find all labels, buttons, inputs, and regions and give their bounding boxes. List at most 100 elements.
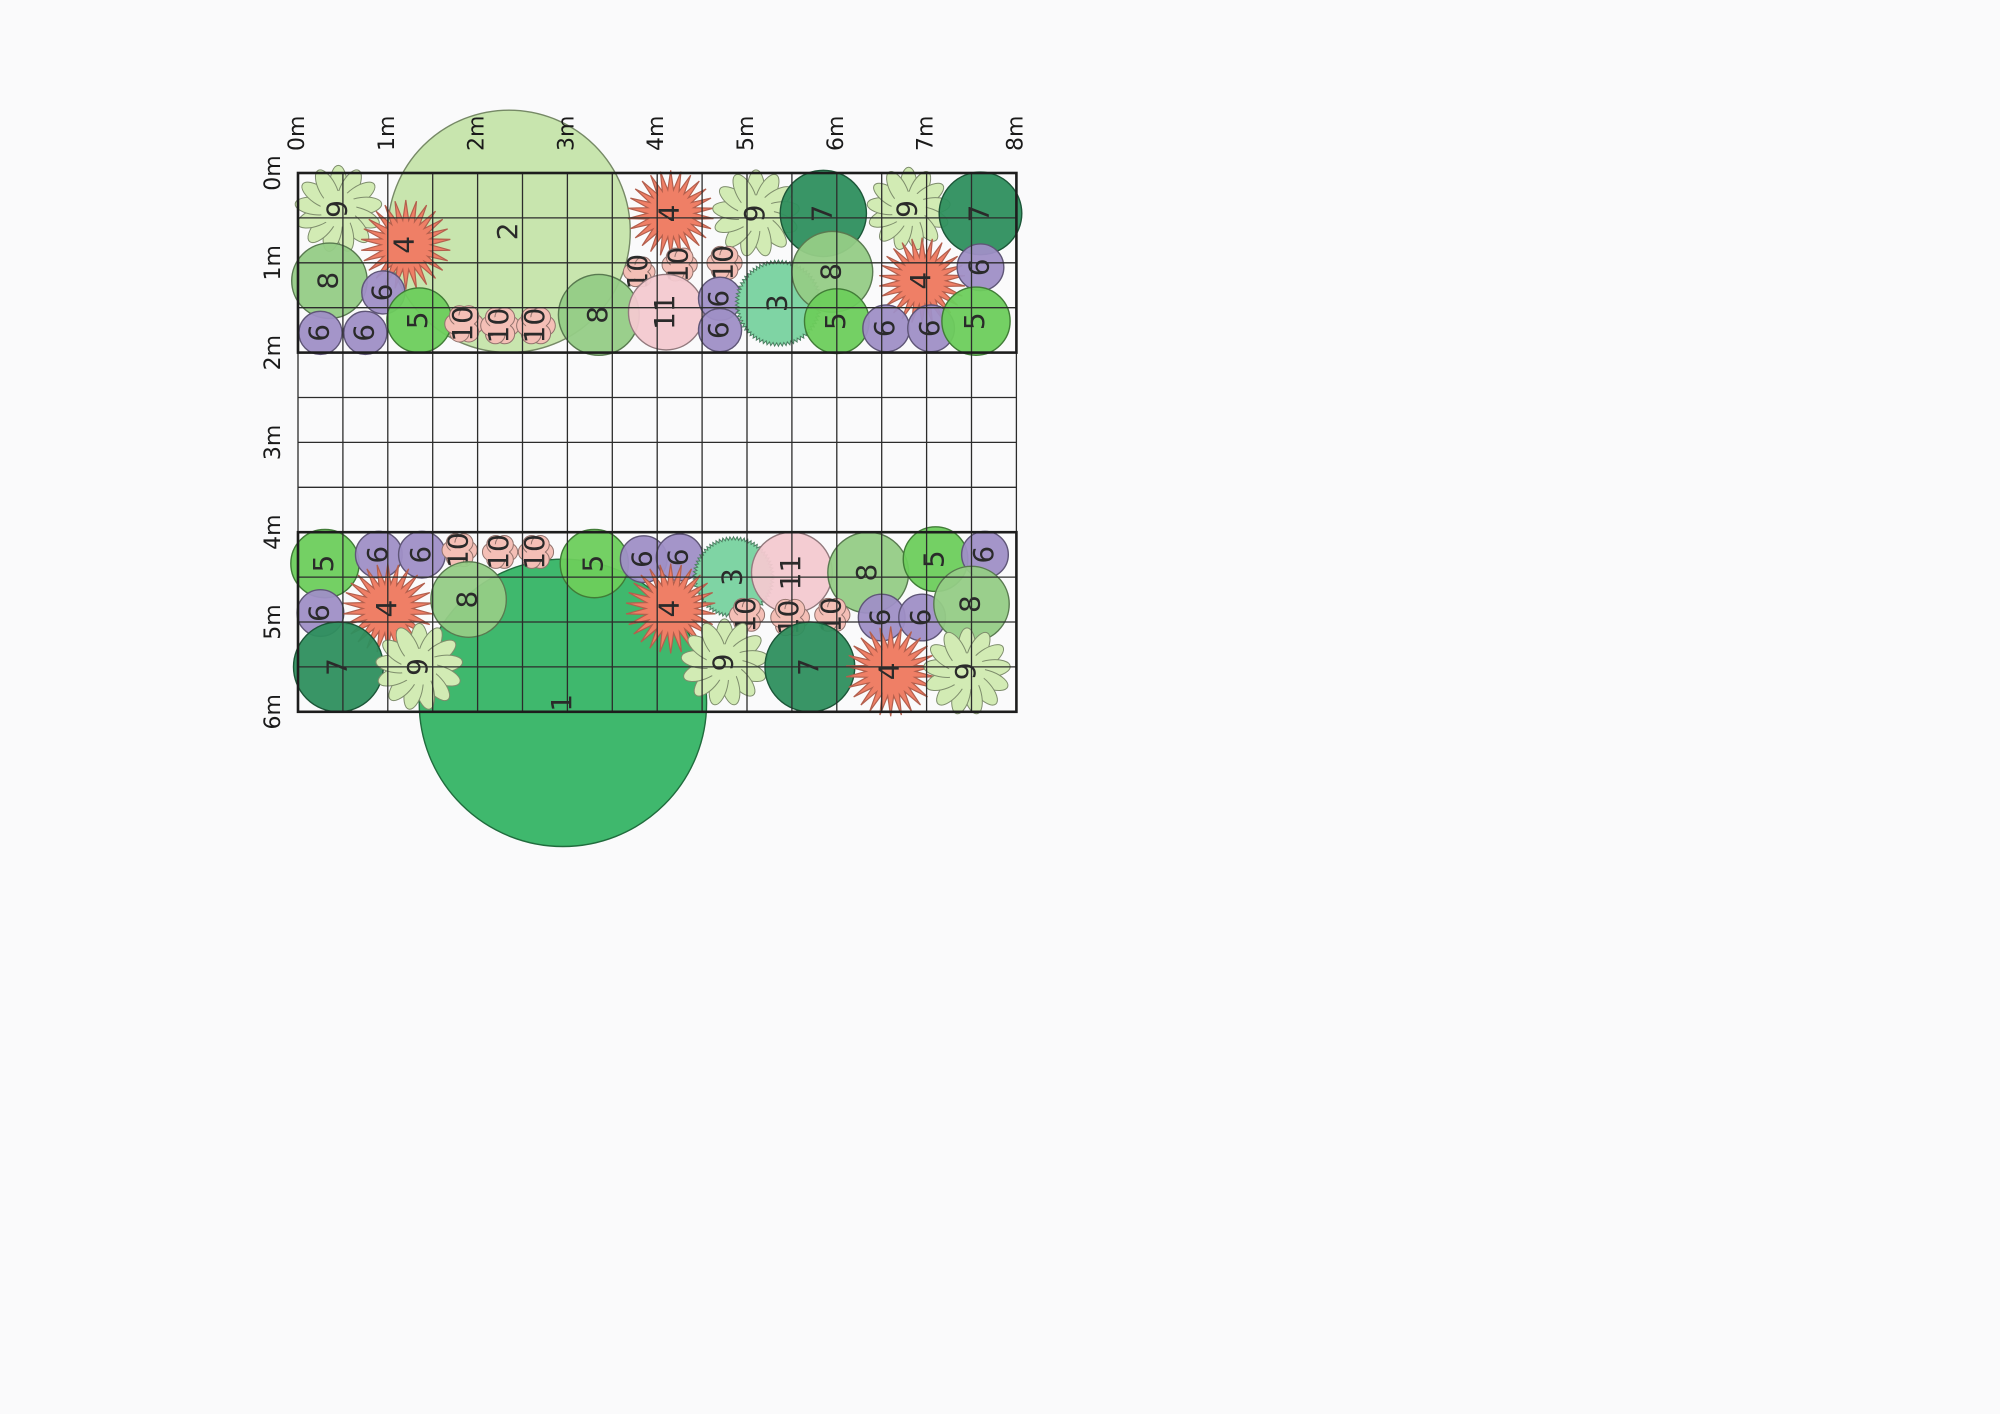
plant-center [631, 263, 648, 280]
plant-number: 6 [347, 324, 380, 342]
plant-number: 5 [307, 555, 340, 573]
plant-number: 6 [967, 546, 1000, 564]
plant-number: 5 [401, 311, 434, 329]
plant-center [450, 541, 469, 560]
y-axis-tick-label: 3m [261, 425, 286, 460]
plant-number: 6 [702, 290, 735, 308]
plant-center [948, 653, 986, 690]
plant-flower-10: 10 [621, 254, 656, 290]
grid-layer [296, 171, 1018, 714]
plant-number: 6 [626, 550, 659, 568]
plant-number: 6 [864, 609, 897, 627]
plant-number: 10 [446, 306, 479, 342]
upper-bed-border [296, 171, 1018, 354]
labels-layer: 0m 1m 2m 3m 4m 5m 6m 7m 8m 0m 1m 2m 3m 4m 5m 6m [261, 116, 1028, 730]
plant-spiky-4: 4 [845, 626, 936, 717]
y-axis-tick-label: 2m [261, 335, 286, 370]
x-axis-tick-label: 6m [824, 116, 849, 151]
plant-round-7: 7 [938, 171, 1023, 256]
plant-spiky-4: 4 [361, 199, 451, 290]
plant-number: 6 [868, 319, 901, 337]
plant-center [526, 542, 545, 561]
plant-number: 5 [958, 312, 991, 330]
plant-round-5: 5 [386, 287, 453, 354]
plant-number: 10 [482, 534, 515, 570]
plant-number: 6 [302, 604, 335, 622]
x-axis-tick-label: 2m [465, 116, 490, 151]
plant-number: 9 [891, 200, 924, 218]
plant-flower-10: 10 [444, 305, 484, 343]
plant-number: 8 [814, 263, 847, 281]
plant-center [670, 255, 689, 274]
plant-round-6: 6 [697, 307, 743, 353]
plant-number: 10 [482, 308, 515, 344]
plant-round-6: 6 [397, 530, 446, 579]
plant-number: 8 [581, 306, 614, 324]
plant-shape [941, 286, 1011, 356]
x-axis-tick-label: 4m [644, 116, 669, 151]
lower-bed-border [296, 530, 1018, 714]
plant-number: 8 [850, 564, 883, 582]
y-axis-tick-label: 4m [261, 514, 286, 549]
plant-number: 6 [404, 546, 437, 564]
plant-number: 5 [918, 550, 951, 568]
plant-number: 8 [451, 591, 484, 609]
plant-center [526, 315, 546, 336]
plant-round-6: 6 [956, 243, 1005, 292]
plant-round-5: 5 [559, 528, 630, 599]
plant-number: 10 [518, 308, 551, 344]
plant-number: 6 [962, 258, 995, 276]
plant-number: 6 [913, 319, 946, 337]
plant-round-6: 6 [862, 304, 911, 353]
plant-center [454, 313, 475, 334]
plant-number: 11 [774, 555, 807, 591]
plant-number: 6 [702, 321, 735, 339]
plant-round-6: 6 [343, 310, 388, 356]
plant-round-6: 6 [619, 535, 668, 584]
plant-round-11: 11 [627, 273, 705, 351]
plant-number: 5 [819, 312, 852, 330]
plant-number: 6 [904, 609, 937, 627]
plant-round-8: 8 [430, 561, 508, 638]
y-axis-tick-label: 0m [261, 155, 286, 190]
plant-center [491, 542, 510, 561]
plant-shape [430, 561, 508, 638]
plant-flower-10: 10 [517, 534, 555, 570]
plant-number: 2 [491, 222, 524, 240]
plant-number: 5 [576, 555, 609, 573]
plant-round-8: 8 [291, 242, 368, 320]
plant-number: 9 [320, 200, 353, 218]
plant-number: 9 [738, 204, 771, 222]
x-axis-tick-label: 1m [375, 116, 400, 151]
plant-number: 7 [962, 204, 995, 222]
plant-shape [625, 563, 716, 654]
plant-number: 6 [361, 546, 394, 564]
plant-number: 3 [760, 294, 793, 312]
plant-daisy-9: 9 [923, 627, 1011, 715]
x-axis-tick-label: 8m [1003, 116, 1028, 151]
plant-round-5: 5 [290, 528, 360, 599]
plant-round-6: 6 [298, 310, 343, 356]
plant-number: 4 [904, 272, 937, 290]
plant-spiky-4: 4 [625, 563, 716, 654]
plant-shape [845, 626, 936, 717]
plant-number: 11 [648, 294, 681, 330]
plant-number: 4 [370, 600, 403, 618]
plant-daisy-9: 9 [294, 164, 383, 252]
x-axis-tick-label: 7m [914, 116, 939, 151]
plant-number: 7 [805, 204, 838, 222]
plant-flower-10: 10 [480, 307, 520, 345]
x-axis-tick-label: 5m [734, 116, 759, 151]
plant-number: 4 [873, 662, 906, 680]
plant-number: 6 [365, 284, 398, 302]
plant-center [706, 644, 743, 681]
plant-round-8: 8 [557, 273, 640, 356]
plant-flower-10: 10 [481, 534, 519, 570]
plant-number: 6 [662, 548, 695, 566]
plant-flower-10: 10 [516, 307, 556, 345]
plant-number: 10 [518, 534, 551, 570]
plant-round-6: 6 [697, 276, 743, 321]
x-axis-tick-label: 3m [554, 116, 579, 151]
